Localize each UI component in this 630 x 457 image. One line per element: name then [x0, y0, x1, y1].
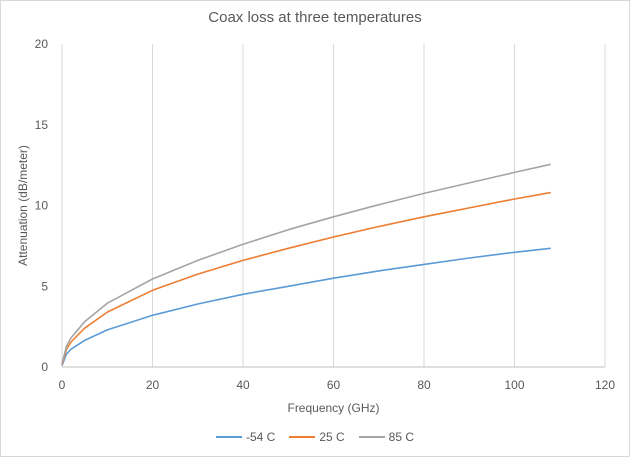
- legend-item: 25 C: [289, 430, 345, 444]
- y-tick-label: 15: [35, 118, 49, 132]
- x-tick-label: 80: [417, 378, 431, 392]
- x-tick-label: 100: [504, 378, 524, 392]
- x-tick-label: 60: [327, 378, 341, 392]
- x-tick-label: 40: [236, 378, 250, 392]
- y-axis-title: Attenuation (dB/meter): [16, 145, 30, 266]
- legend-item: 85 C: [358, 430, 415, 444]
- y-tick-label: 5: [41, 279, 48, 293]
- legend-swatch: [289, 436, 316, 438]
- legend: -54 C 25 C 85 C: [0, 430, 630, 444]
- y-tick-label: 10: [35, 199, 49, 213]
- legend-label: 85 C: [388, 430, 415, 444]
- series-line-1: [61, 191, 551, 365]
- x-axis-title: Frequency (GHz): [287, 401, 379, 415]
- grid-lines: [152, 44, 606, 367]
- x-tick-label: 120: [595, 378, 615, 392]
- legend-swatch: [215, 436, 242, 438]
- legend-label: -54 C: [245, 430, 276, 444]
- legend-swatch: [358, 436, 385, 438]
- legend-item: -54 C: [215, 430, 276, 444]
- axes: [61, 44, 605, 368]
- series-lines: [61, 163, 551, 366]
- x-tick-label: 20: [146, 378, 160, 392]
- x-tick-labels: 0 20 40 60 80 100 120: [59, 378, 616, 392]
- chart-title: Coax loss at three temperatures: [208, 9, 422, 26]
- legend-label: 25 C: [319, 430, 345, 444]
- series-line-2: [61, 163, 551, 364]
- series-line-0: [61, 247, 551, 366]
- y-tick-label: 0: [41, 360, 48, 374]
- x-tick-label: 0: [59, 378, 66, 392]
- y-tick-labels: 0 5 10 15 20: [35, 37, 49, 374]
- y-tick-label: 20: [35, 37, 49, 51]
